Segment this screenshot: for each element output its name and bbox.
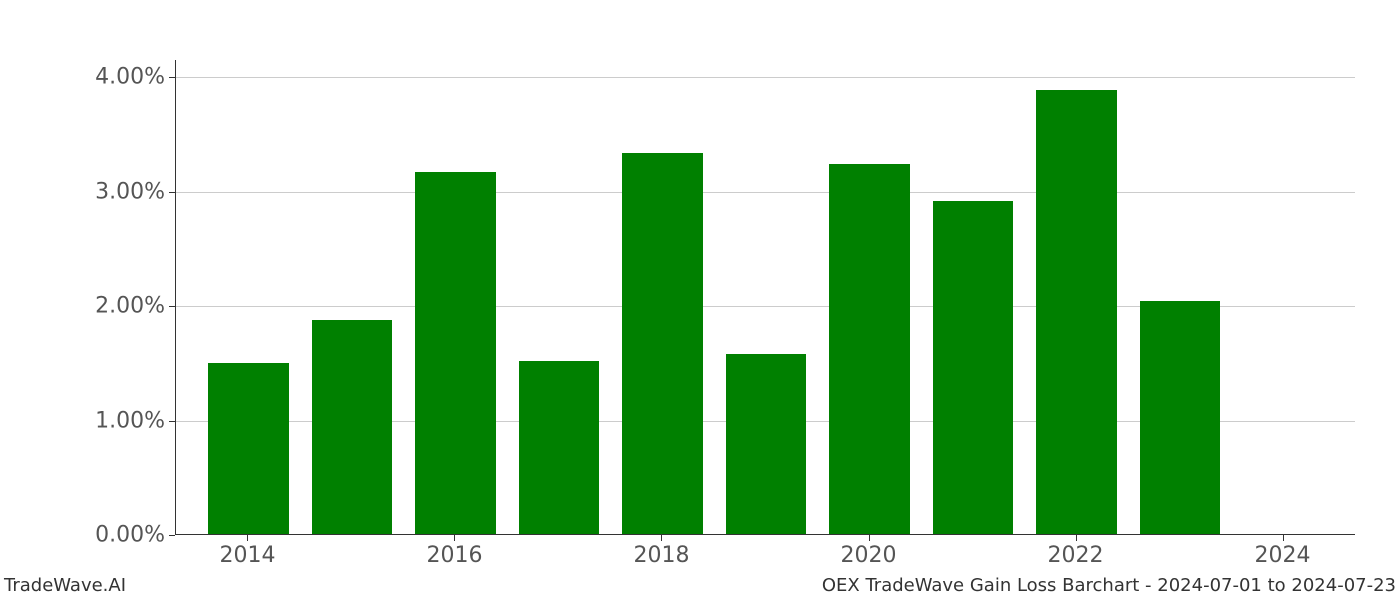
- bar: [312, 320, 393, 534]
- y-tick-mark: [169, 306, 175, 307]
- bar: [519, 361, 600, 534]
- y-tick-label: 1.00%: [95, 408, 175, 433]
- bar: [622, 153, 703, 534]
- y-tick-label: 3.00%: [95, 179, 175, 204]
- y-tick-mark: [169, 192, 175, 193]
- gridline: [176, 192, 1355, 193]
- bar: [829, 164, 910, 534]
- bar: [933, 201, 1014, 534]
- x-tick-mark: [869, 535, 870, 541]
- bar: [415, 172, 496, 534]
- y-tick-mark: [169, 421, 175, 422]
- bar: [208, 363, 289, 534]
- plot-area: [175, 60, 1355, 535]
- x-tick-mark: [454, 535, 455, 541]
- footer-right-text: OEX TradeWave Gain Loss Barchart - 2024-…: [822, 575, 1396, 596]
- y-tick-mark: [169, 77, 175, 78]
- footer-left-text: TradeWave.AI: [4, 575, 126, 596]
- y-tick-label: 2.00%: [95, 294, 175, 319]
- x-tick-mark: [661, 535, 662, 541]
- chart-container: 0.00%1.00%2.00%3.00%4.00% 20142016201820…: [175, 60, 1355, 535]
- x-tick-mark: [1283, 535, 1284, 541]
- x-tick-mark: [247, 535, 248, 541]
- y-tick-label: 0.00%: [95, 523, 175, 548]
- x-tick-mark: [1076, 535, 1077, 541]
- y-tick-label: 4.00%: [95, 65, 175, 90]
- bar: [726, 354, 807, 534]
- y-tick-mark: [169, 535, 175, 536]
- bar: [1036, 90, 1117, 534]
- bar: [1140, 301, 1221, 534]
- gridline: [176, 77, 1355, 78]
